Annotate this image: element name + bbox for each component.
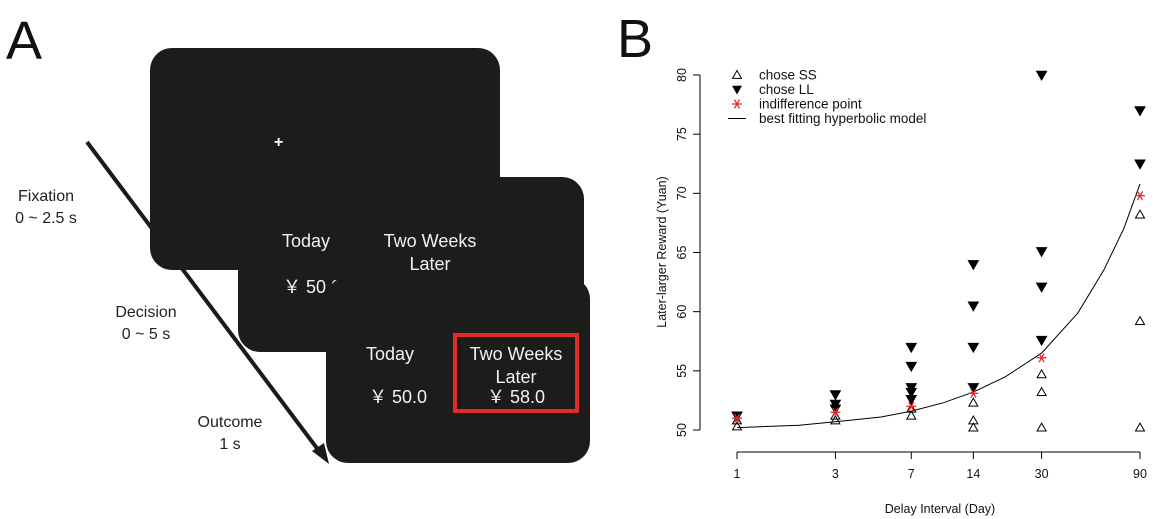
later-label-line1: Two Weeks: [383, 231, 477, 251]
later-option-label: Two Weeks Later: [456, 343, 576, 390]
chose-ll-point: [967, 301, 980, 312]
legend-label: chose LL: [759, 82, 814, 97]
today-amount: ￥ 50.0: [368, 387, 428, 407]
chose-ll-point: [967, 342, 980, 354]
axes: 1 3 7 14 30 90 50 55 60 65 70 75 80: [675, 68, 1147, 481]
chose-ss-point: [731, 415, 743, 425]
x-tick-label: 3: [832, 467, 839, 481]
y-tick-label: 50: [675, 423, 689, 437]
chose-ll-point: [905, 342, 918, 354]
chose-ll-point: [1035, 247, 1048, 258]
timeline-label-decision: Decision 0 ~ 5 s: [100, 302, 192, 345]
chose-ll-point: [1035, 335, 1048, 347]
legend-marker-ss: [731, 69, 743, 79]
y-tick-label: 70: [675, 186, 689, 200]
y-axis-label: Later-larger Reward (Yuan): [655, 176, 669, 327]
chose-ll-point: [967, 260, 980, 271]
panel-letter-b: B: [617, 9, 654, 69]
chose-ss-point: [967, 415, 979, 425]
panel-letter-a: A: [6, 11, 43, 71]
chose-ss-point: [1134, 422, 1146, 432]
today-option-label: Today: [281, 231, 331, 251]
chose-ll-point: [905, 383, 918, 394]
later-label-line2: Later: [495, 367, 537, 388]
timeline-label-fixation: Fixation 0 ~ 2.5 s: [0, 186, 92, 229]
y-tick-label: 55: [675, 364, 689, 378]
chosen-option-highlight: [453, 333, 579, 413]
timeline-duration: 0 ~ 2.5 s: [15, 209, 77, 227]
later-label-line2: Later: [409, 254, 451, 275]
chose-ll-point: [1035, 70, 1048, 82]
chose-ss-point: [967, 422, 979, 432]
timeline-label-outcome: Outcome 1 s: [184, 412, 276, 455]
chose-ss-point: [905, 410, 917, 420]
x-tick-label: 30: [1035, 467, 1049, 481]
y-tick-label: 80: [675, 68, 689, 82]
timeline-arrow: [85, 140, 329, 464]
chose-ss-point: [967, 397, 979, 407]
x-tick-label: 7: [908, 467, 915, 481]
later-label-line1: Two Weeks: [469, 344, 563, 364]
chose-ss-point: [1036, 386, 1047, 397]
chose-ss-point: [1036, 422, 1047, 432]
x-axis-label: Delay Interval (Day): [885, 502, 995, 516]
chose-ll-point: [967, 383, 980, 394]
chose-ss-point: [905, 403, 917, 413]
legend-label: best fitting hyperbolic model: [759, 111, 926, 126]
indifference-point: [906, 401, 917, 411]
indifference-point: [1135, 191, 1145, 201]
chose-ss-point: [731, 420, 743, 431]
y-tick-label: 75: [675, 127, 689, 141]
outcome-screen: Today ￥ 50.0 Two Weeks Later ￥ 58.0: [326, 277, 590, 463]
timeline-name: Fixation: [17, 188, 75, 205]
chose-ss-point: [1134, 315, 1146, 326]
y-tick-label: 65: [675, 246, 689, 260]
chose-ss-point: [1134, 209, 1146, 219]
indifference-point: [830, 407, 841, 417]
chose-ll-point: [829, 390, 842, 401]
later-option-label: Two Weeks Later: [368, 230, 492, 277]
chose-ll-point: [1134, 159, 1146, 170]
chose-ll-point: [905, 361, 918, 373]
chose-ll-point: [1035, 282, 1048, 293]
y-tick-label: 60: [675, 305, 689, 319]
x-tick-label: 1: [734, 467, 741, 481]
timeline-duration: 0 ~ 5 s: [121, 325, 171, 343]
later-amount: ￥ 58.0: [486, 387, 546, 407]
fixation-cross: +: [274, 134, 284, 151]
chose-ll-point: [1134, 106, 1146, 117]
indifference-point: [732, 413, 742, 423]
legend-label: chose SS: [759, 68, 817, 83]
timeline-name: Outcome: [197, 414, 263, 431]
timeline-name: Decision: [115, 304, 177, 321]
hyperbolic-fit-curve: [736, 183, 1141, 429]
plot-area: [731, 70, 1146, 432]
legend-marker-indifference: [732, 99, 742, 109]
chose-ll-point: [731, 411, 743, 422]
indifference-point: [1036, 353, 1047, 363]
chose-ss-point: [1036, 368, 1047, 379]
timeline-duration: 1 s: [219, 435, 241, 453]
x-tick-label: 90: [1133, 467, 1147, 481]
indifference-point: [968, 388, 979, 398]
legend-label: indifference point: [759, 97, 862, 112]
x-tick-label: 14: [966, 467, 980, 481]
today-option-label: Today: [365, 344, 415, 364]
legend-marker-ll: [732, 85, 742, 95]
chose-ss-point: [830, 415, 841, 425]
